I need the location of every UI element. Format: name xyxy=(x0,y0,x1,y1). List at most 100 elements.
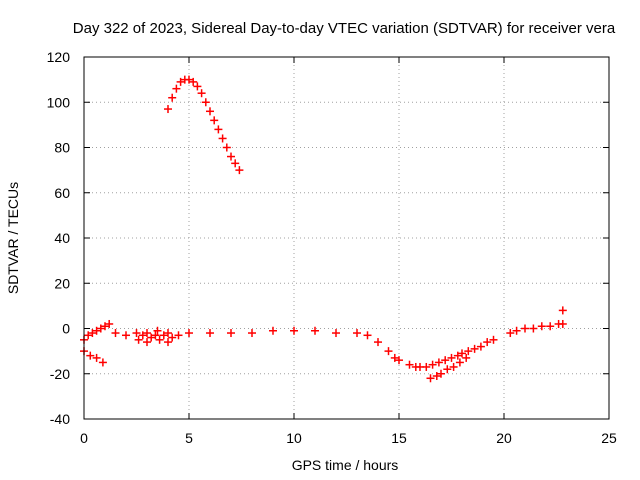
data-point xyxy=(92,353,101,362)
data-point xyxy=(168,93,177,102)
data-point xyxy=(197,89,206,98)
data-point xyxy=(159,331,168,340)
chart-title: Day 322 of 2023, Sidereal Day-to-day VTE… xyxy=(73,20,616,37)
x-tick-label: 15 xyxy=(391,430,407,446)
data-point xyxy=(138,331,147,340)
y-tick-label: 80 xyxy=(54,140,70,156)
data-point xyxy=(443,365,452,374)
y-tick-label: 60 xyxy=(54,185,70,201)
series-2 xyxy=(80,331,177,367)
series-3 xyxy=(405,335,498,371)
data-point xyxy=(122,331,130,340)
data-point xyxy=(168,333,177,342)
data-point xyxy=(311,326,319,335)
data-point xyxy=(470,344,479,353)
data-point xyxy=(537,322,546,331)
y-tick-label: -40 xyxy=(50,411,70,427)
data-point xyxy=(222,143,231,152)
axes: -40 -20 0 20 40 60 80 100 120 0 5 10 15 20 25 xyxy=(47,49,617,446)
data-point xyxy=(147,333,156,342)
data-point xyxy=(521,324,529,333)
y-tick-label: 100 xyxy=(47,94,71,110)
data-point xyxy=(174,331,183,340)
data-point xyxy=(172,84,181,93)
series-4 xyxy=(426,353,471,383)
data-point xyxy=(218,134,227,143)
data-point xyxy=(227,152,235,161)
data-point xyxy=(96,324,105,333)
data-point xyxy=(290,326,298,335)
data-point xyxy=(363,331,372,340)
data-point xyxy=(210,116,219,125)
data-point xyxy=(462,353,471,362)
data-point xyxy=(353,329,361,338)
data-point xyxy=(143,338,151,347)
y-tick-label: 0 xyxy=(62,321,70,337)
data-point xyxy=(426,374,435,383)
data-point xyxy=(422,362,431,371)
y-tick-label: 120 xyxy=(47,49,71,65)
data-point xyxy=(546,322,555,331)
series-5 xyxy=(506,319,567,338)
x-tick-label: 5 xyxy=(185,430,193,446)
data-point xyxy=(105,319,114,328)
data-point xyxy=(512,326,521,335)
y-axis-label: SDTVAR / TECUs xyxy=(5,182,21,294)
data-point xyxy=(374,338,382,347)
data-point xyxy=(453,351,462,360)
data-point xyxy=(506,329,515,338)
x-tick-label: 10 xyxy=(286,430,302,446)
data-point xyxy=(111,329,120,338)
data-point xyxy=(155,335,164,344)
data-point xyxy=(88,329,97,338)
data-point xyxy=(134,335,143,344)
data-point xyxy=(98,358,107,367)
data-point xyxy=(432,372,441,381)
data-point xyxy=(464,347,473,356)
data-point xyxy=(476,342,485,351)
data-point xyxy=(558,319,567,328)
data-point xyxy=(458,349,466,358)
data-point xyxy=(437,369,445,378)
data-point xyxy=(248,329,256,338)
data-point xyxy=(185,75,193,84)
data-point xyxy=(269,326,277,335)
data-point xyxy=(153,326,162,335)
grid-lines xyxy=(84,57,609,419)
data-point xyxy=(206,107,214,116)
y-tick-label: 20 xyxy=(54,275,70,291)
data-point xyxy=(441,356,450,365)
data-point xyxy=(558,306,567,315)
data-point xyxy=(151,331,160,340)
data-point xyxy=(206,329,214,338)
data-point xyxy=(176,77,185,86)
data-point xyxy=(447,353,456,362)
data-point xyxy=(193,82,202,91)
data-point xyxy=(449,362,458,371)
data-point xyxy=(143,329,151,338)
data-point xyxy=(84,331,93,340)
x-tick-label: 0 xyxy=(80,430,88,446)
data-point xyxy=(529,324,538,333)
x-axis-label: GPS time / hours xyxy=(292,457,399,473)
series-1 xyxy=(80,319,403,365)
data-point xyxy=(92,326,101,335)
data-point xyxy=(455,358,464,367)
data-point xyxy=(384,347,393,356)
data-point xyxy=(483,338,492,347)
data-point xyxy=(189,77,198,86)
data-point xyxy=(201,98,210,107)
data-point xyxy=(132,329,141,338)
data-point xyxy=(227,329,235,338)
data-point xyxy=(164,338,172,347)
data-point xyxy=(164,105,172,114)
data-points xyxy=(80,75,567,383)
data-point xyxy=(390,353,399,362)
y-tick-label: -20 xyxy=(50,366,70,382)
series-0 xyxy=(164,75,244,175)
x-tick-label: 20 xyxy=(496,430,512,446)
y-tick-label: 40 xyxy=(54,230,70,246)
data-point xyxy=(101,322,109,331)
